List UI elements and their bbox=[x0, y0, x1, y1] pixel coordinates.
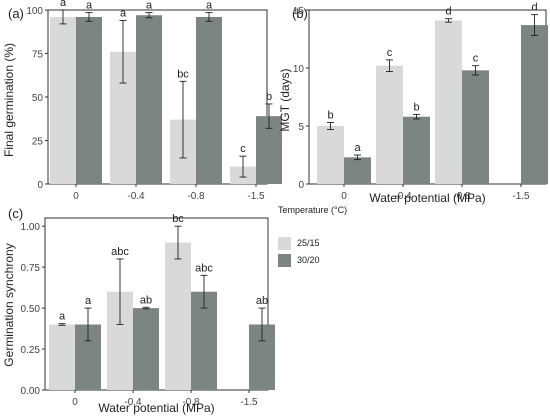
significance-letter: a bbox=[206, 0, 213, 12]
significance-letter: abc bbox=[195, 262, 213, 274]
y-axis-label: Germination synchrony bbox=[2, 243, 16, 366]
significance-letter: b bbox=[327, 110, 333, 122]
x-tick-label: -0.8 bbox=[187, 191, 205, 202]
y-tick-label: 0.50 bbox=[21, 304, 41, 315]
x-tick-label: -1.5 bbox=[512, 191, 530, 202]
x-tick-label: 0 bbox=[341, 191, 347, 202]
y-tick-label: 15 bbox=[293, 6, 305, 17]
y-tick-label: 5 bbox=[298, 122, 304, 133]
y-tick-label: 0.25 bbox=[21, 345, 41, 356]
legend-label-30-20: 30/20 bbox=[297, 255, 320, 265]
bar bbox=[403, 116, 430, 184]
significance-letter: a bbox=[85, 295, 92, 307]
legend-swatch-25-15 bbox=[278, 236, 291, 250]
significance-letter: a bbox=[146, 0, 153, 12]
bar bbox=[76, 16, 102, 185]
significance-letter: abc bbox=[111, 246, 129, 258]
bar bbox=[50, 16, 76, 185]
y-tick-label: 100 bbox=[26, 6, 43, 17]
significance-letter: c bbox=[240, 143, 246, 155]
legend-item-30-20: 30/20 bbox=[278, 253, 320, 267]
bar bbox=[376, 65, 403, 184]
bar bbox=[133, 308, 159, 390]
significance-letter: d bbox=[531, 2, 537, 14]
y-tick-label: 0.75 bbox=[21, 263, 41, 274]
significance-letter: a bbox=[59, 311, 66, 323]
y-axis-label: MGT (days) bbox=[278, 68, 292, 131]
bar bbox=[165, 242, 191, 390]
x-tick-label: -0.8 bbox=[182, 397, 200, 408]
panel-label: (b) bbox=[292, 6, 308, 21]
significance-letter: a bbox=[354, 142, 361, 154]
significance-letter: c bbox=[473, 53, 479, 65]
x-tick-label: -0.4 bbox=[127, 191, 145, 202]
legend-swatch-30-20 bbox=[278, 253, 291, 267]
x-tick-label: -0.8 bbox=[453, 191, 471, 202]
x-tick-label: -1.5 bbox=[240, 397, 258, 408]
significance-letter: bc bbox=[172, 213, 184, 225]
bar bbox=[435, 20, 462, 184]
x-tick-label: 0 bbox=[72, 397, 78, 408]
x-tick-label: -0.4 bbox=[394, 191, 412, 202]
bar bbox=[136, 15, 162, 184]
significance-letter: ab bbox=[140, 294, 152, 306]
significance-letter: bc bbox=[177, 68, 189, 80]
y-tick-label: 0 bbox=[298, 180, 304, 191]
significance-letter: a bbox=[86, 0, 93, 12]
x-tick-label: -0.4 bbox=[124, 397, 142, 408]
x-axis-label: Water potential (MPa) bbox=[369, 191, 485, 205]
legend-title: Temperature (°C) bbox=[278, 205, 348, 215]
significance-letter: d bbox=[445, 6, 451, 18]
bar bbox=[49, 324, 75, 390]
bar bbox=[196, 16, 222, 185]
y-tick-label: 75 bbox=[32, 50, 44, 61]
x-axis-label: Water potential (MPa) bbox=[98, 401, 214, 415]
y-tick-label: 0.00 bbox=[21, 386, 41, 397]
y-tick-label: 1.00 bbox=[21, 222, 41, 233]
bar bbox=[521, 25, 548, 184]
significance-letter: c bbox=[387, 47, 393, 59]
bar bbox=[317, 126, 344, 184]
significance-letter: a bbox=[60, 0, 67, 9]
legend-item-25-15: 25/15 bbox=[278, 236, 320, 250]
legend-label-25-15: 25/15 bbox=[297, 238, 320, 248]
y-tick-label: 10 bbox=[293, 64, 305, 75]
significance-letter: b bbox=[413, 101, 419, 113]
x-tick-label: -1.5 bbox=[247, 191, 265, 202]
y-axis-label: Final germination (%) bbox=[2, 43, 16, 157]
significance-letter: ab bbox=[256, 295, 268, 307]
panel-label: (a) bbox=[8, 6, 24, 21]
y-tick-label: 0 bbox=[37, 180, 43, 191]
significance-letter: a bbox=[120, 7, 127, 19]
bar bbox=[344, 157, 371, 184]
y-tick-label: 50 bbox=[32, 93, 44, 104]
panel-label: (c) bbox=[8, 206, 23, 221]
y-tick-label: 25 bbox=[32, 137, 44, 148]
x-tick-label: 0 bbox=[73, 191, 79, 202]
significance-letter: b bbox=[266, 91, 272, 103]
bar bbox=[462, 70, 489, 184]
